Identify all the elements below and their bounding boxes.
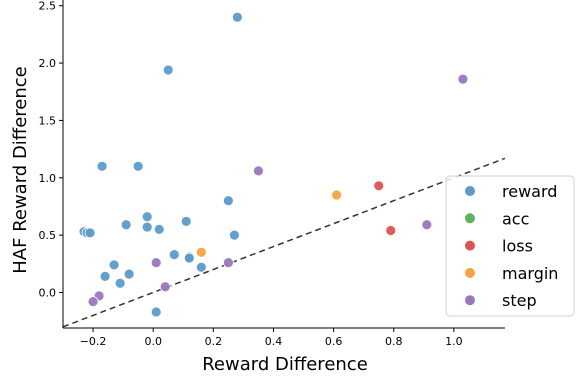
legend-label-reward: reward bbox=[502, 182, 557, 201]
legend-label-loss: loss bbox=[502, 237, 533, 256]
legend-marker-margin bbox=[465, 267, 475, 278]
point-reward-12 bbox=[84, 227, 96, 239]
legend-marker-reward bbox=[465, 186, 475, 196]
x-axis-title: Reward Difference bbox=[202, 354, 368, 375]
point-reward-2 bbox=[96, 160, 108, 172]
x-tick-label: 0.2 bbox=[205, 335, 223, 348]
legend: reward acc loss margin step bbox=[445, 175, 575, 317]
point-loss-0 bbox=[373, 180, 385, 192]
point-reward-20 bbox=[99, 270, 111, 282]
points-layer bbox=[78, 11, 469, 318]
point-reward-22 bbox=[150, 306, 162, 318]
point-reward-0 bbox=[231, 11, 243, 23]
point-reward-8 bbox=[141, 221, 153, 233]
point-reward-9 bbox=[153, 223, 165, 235]
y-tick-label: 2.0 bbox=[39, 57, 57, 70]
x-tick-label: 0.0 bbox=[144, 335, 162, 348]
y-tick-label: 2.5 bbox=[39, 0, 57, 13]
point-reward-14 bbox=[168, 249, 180, 261]
point-reward-5 bbox=[141, 211, 153, 223]
y-tick-label: 1.0 bbox=[39, 172, 57, 185]
point-reward-17 bbox=[108, 259, 120, 271]
point-step-5 bbox=[159, 281, 171, 293]
point-reward-7 bbox=[120, 219, 132, 231]
point-step-0 bbox=[457, 73, 469, 85]
point-margin-0 bbox=[331, 189, 343, 201]
x-tick-label: −0.2 bbox=[80, 335, 107, 348]
legend-marker-acc bbox=[465, 213, 475, 224]
point-reward-4 bbox=[222, 195, 234, 207]
point-step-7 bbox=[87, 296, 99, 308]
x-tick-label: 0.4 bbox=[265, 335, 283, 348]
legend-marker-loss bbox=[465, 240, 475, 251]
axes: −0.2 0.0 0.2 0.4 0.6 0.8 1.0 0.0 0.5 1.0 1.5 2.0 2.5 bbox=[39, 0, 505, 348]
point-step-4 bbox=[222, 257, 234, 269]
reference-diagonal-line bbox=[62, 157, 506, 328]
point-reward-16 bbox=[183, 252, 195, 264]
x-tick-label: 0.8 bbox=[385, 335, 403, 348]
point-step-1 bbox=[253, 165, 264, 177]
legend-label-acc: acc bbox=[502, 209, 529, 228]
legend-box bbox=[445, 175, 575, 317]
y-tick-label: 0.5 bbox=[39, 229, 57, 242]
point-reward-3 bbox=[132, 160, 144, 172]
y-axis-title: HAF Reward Difference bbox=[10, 66, 31, 273]
reference-line-layer bbox=[62, 157, 506, 328]
point-margin-1 bbox=[195, 246, 207, 258]
legend-label-step: step bbox=[502, 291, 537, 310]
point-loss-1 bbox=[385, 225, 397, 236]
legend-marker-step bbox=[465, 295, 475, 306]
point-reward-19 bbox=[123, 268, 135, 280]
point-reward-1 bbox=[162, 64, 174, 76]
point-step-3 bbox=[150, 257, 162, 269]
point-step-2 bbox=[421, 219, 433, 231]
x-tick-label: 0.6 bbox=[325, 335, 343, 348]
point-reward-21 bbox=[114, 277, 126, 289]
legend-label-margin: margin bbox=[502, 264, 558, 283]
point-reward-13 bbox=[228, 229, 240, 241]
point-reward-18 bbox=[195, 261, 207, 273]
point-reward-6 bbox=[180, 215, 192, 227]
y-tick-label: 1.5 bbox=[39, 114, 57, 127]
x-tick-label: 1.0 bbox=[445, 335, 463, 348]
y-tick-label: 0.0 bbox=[39, 286, 57, 299]
